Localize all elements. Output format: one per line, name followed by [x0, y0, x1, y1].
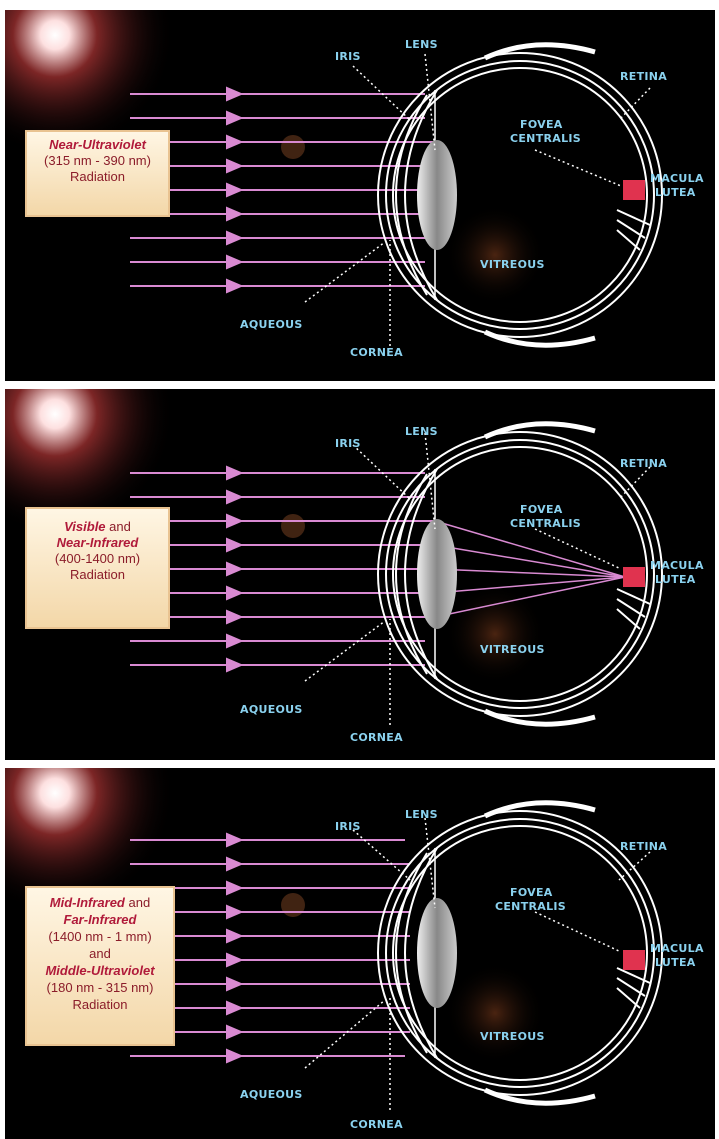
label-aqueous: AQUEOUS — [240, 1088, 303, 1101]
focused-rays — [434, 520, 626, 618]
radiation-range-1: (1400 nm - 1 mm) — [48, 929, 152, 944]
label-macula-1: MACULA — [650, 559, 704, 572]
macula-lutea-marker — [623, 567, 645, 587]
radiation-word: Radiation — [70, 169, 125, 184]
macula-lutea-marker — [623, 180, 645, 200]
macula-lutea-marker — [623, 950, 645, 970]
panel-mid-far-infrared: IRIS LENS RETINA FOVEA CENTRALIS MACULA … — [5, 768, 715, 1139]
label-macula-1: MACULA — [650, 172, 704, 185]
label-iris: IRIS — [335, 437, 361, 450]
label-fovea-2: CENTRALIS — [495, 900, 566, 913]
label-lens: LENS — [405, 425, 438, 438]
label-lens: LENS — [405, 808, 438, 821]
radiation-rays — [130, 86, 435, 294]
radiation-name-3: Middle-Ultraviolet — [45, 963, 155, 978]
label-fovea-2: CENTRALIS — [510, 517, 581, 530]
label-macula-2: LUTEA — [655, 186, 696, 199]
pointer-lines — [304, 817, 651, 1110]
radiation-name-1: Mid-Infrared — [49, 895, 125, 910]
radiation-and-1: and — [128, 895, 151, 910]
label-iris: IRIS — [335, 50, 361, 63]
lens-shape — [417, 519, 457, 629]
radiation-rays — [130, 465, 435, 673]
radiation-name-1: Visible — [64, 519, 106, 534]
radiation-name-2: Far-Infrared — [63, 912, 137, 927]
radiation-range: (400-1400 nm) — [54, 551, 141, 566]
label-cornea: CORNEA — [350, 346, 403, 359]
pointer-lines — [304, 53, 651, 346]
label-retina: RETINA — [620, 840, 667, 853]
panel-near-ultraviolet: IRIS LENS RETINA FOVEA CENTRALIS MACULA … — [5, 10, 715, 381]
label-fovea-1: FOVEA — [520, 503, 563, 516]
label-retina: RETINA — [620, 457, 667, 470]
light-glare — [5, 768, 175, 913]
lens-shape — [417, 898, 457, 1008]
label-cornea: CORNEA — [350, 1118, 403, 1131]
radiation-word: Radiation — [70, 567, 125, 582]
label-retina: RETINA — [620, 70, 667, 83]
label-vitreous: VITREOUS — [480, 1030, 545, 1043]
eye-outline — [377, 421, 663, 727]
label-aqueous: AQUEOUS — [240, 318, 303, 331]
label-iris: IRIS — [335, 820, 361, 833]
label-fovea-2: CENTRALIS — [510, 132, 581, 145]
eye-outline — [377, 42, 663, 348]
radiation-label-box: Mid-Infrared and Far-Infrared (1400 nm -… — [25, 886, 175, 1046]
lens-shape — [417, 140, 457, 250]
radiation-name: Near-Ultraviolet — [49, 137, 146, 152]
pointer-lines — [304, 432, 651, 725]
label-aqueous: AQUEOUS — [240, 703, 303, 716]
label-macula-1: MACULA — [650, 942, 704, 955]
radiation-label-box: Visible and Near-Infrared (400-1400 nm) … — [25, 507, 170, 629]
label-vitreous: VITREOUS — [480, 258, 545, 271]
radiation-label-box: Near-Ultraviolet (315 nm - 390 nm) Radia… — [25, 130, 170, 217]
label-vitreous: VITREOUS — [480, 643, 545, 656]
radiation-name-2: Near-Infrared — [56, 535, 139, 550]
label-fovea-1: FOVEA — [520, 118, 563, 131]
label-macula-2: LUTEA — [655, 573, 696, 586]
radiation-and-2: and — [89, 946, 111, 961]
label-macula-2: LUTEA — [655, 956, 696, 969]
radiation-word: Radiation — [72, 997, 128, 1012]
radiation-range: (315 nm - 390 nm) — [44, 153, 151, 168]
radiation-and: and — [109, 519, 131, 534]
label-fovea-1: FOVEA — [510, 886, 553, 899]
label-lens: LENS — [405, 38, 438, 51]
eye-outline — [377, 800, 663, 1106]
radiation-rays — [130, 832, 410, 1064]
label-cornea: CORNEA — [350, 731, 403, 744]
panel-visible-near-infrared: IRIS LENS RETINA FOVEA CENTRALIS MACULA … — [5, 389, 715, 760]
radiation-range-2: (180 nm - 315 nm) — [46, 980, 154, 995]
